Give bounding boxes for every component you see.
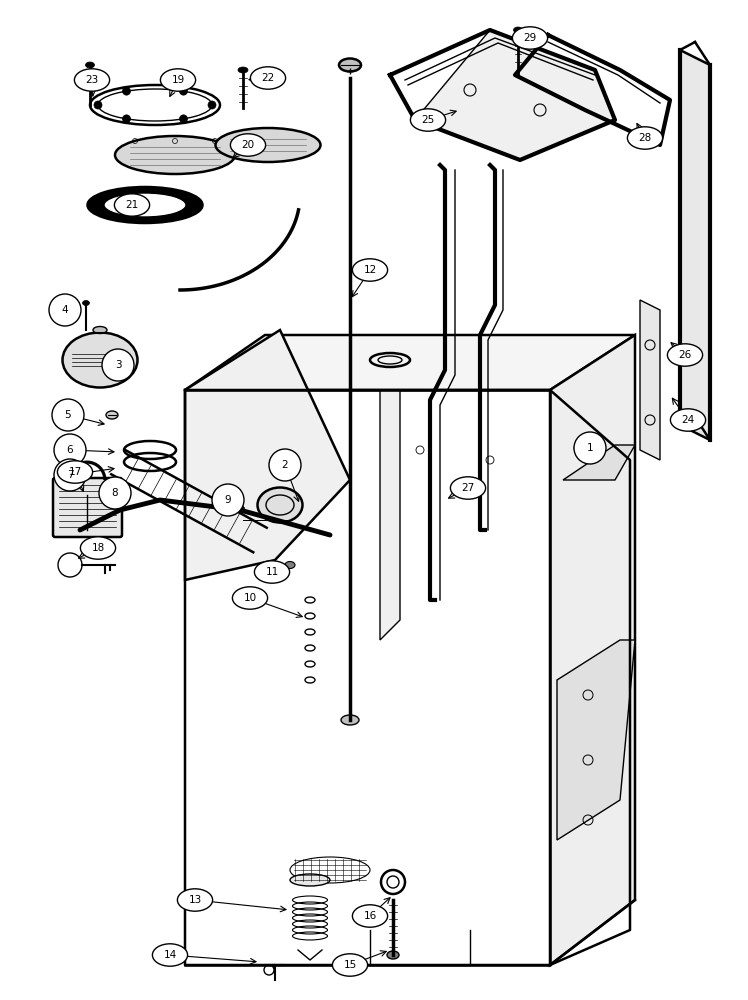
Text: 27: 27 xyxy=(462,483,475,493)
Ellipse shape xyxy=(230,134,266,156)
Polygon shape xyxy=(415,30,615,160)
Ellipse shape xyxy=(93,326,107,334)
Polygon shape xyxy=(380,390,400,640)
Circle shape xyxy=(54,459,86,491)
Ellipse shape xyxy=(251,67,286,89)
Ellipse shape xyxy=(341,715,359,725)
Circle shape xyxy=(269,449,301,481)
Ellipse shape xyxy=(115,136,235,174)
Polygon shape xyxy=(185,335,635,390)
Text: 26: 26 xyxy=(678,350,692,360)
Circle shape xyxy=(52,399,84,431)
Polygon shape xyxy=(640,300,660,460)
Text: 3: 3 xyxy=(114,360,121,370)
Circle shape xyxy=(208,101,216,109)
Ellipse shape xyxy=(513,27,523,33)
Text: 28: 28 xyxy=(638,133,652,143)
Text: 12: 12 xyxy=(364,265,377,275)
Text: 16: 16 xyxy=(364,911,377,921)
Text: 1: 1 xyxy=(586,443,593,453)
Ellipse shape xyxy=(512,27,548,49)
Ellipse shape xyxy=(82,300,90,306)
Circle shape xyxy=(94,101,102,109)
Circle shape xyxy=(54,434,86,466)
Ellipse shape xyxy=(85,62,94,68)
Text: 22: 22 xyxy=(261,73,275,83)
Text: 20: 20 xyxy=(242,140,254,150)
Text: 9: 9 xyxy=(224,495,231,505)
Ellipse shape xyxy=(257,488,302,522)
Polygon shape xyxy=(185,330,350,580)
Ellipse shape xyxy=(238,67,248,73)
Text: 8: 8 xyxy=(111,488,118,498)
Circle shape xyxy=(102,349,134,381)
Ellipse shape xyxy=(254,561,289,583)
Circle shape xyxy=(574,432,606,464)
Ellipse shape xyxy=(153,944,188,966)
Ellipse shape xyxy=(667,344,702,366)
Ellipse shape xyxy=(411,109,446,131)
Ellipse shape xyxy=(114,194,150,216)
Circle shape xyxy=(180,115,188,123)
Ellipse shape xyxy=(628,127,663,149)
Text: 15: 15 xyxy=(343,960,357,970)
Text: 21: 21 xyxy=(126,200,138,210)
Polygon shape xyxy=(563,445,635,480)
Ellipse shape xyxy=(215,128,320,162)
Ellipse shape xyxy=(450,477,485,499)
Text: 25: 25 xyxy=(421,115,435,125)
Ellipse shape xyxy=(285,562,295,568)
Ellipse shape xyxy=(339,58,361,72)
Text: 7: 7 xyxy=(67,470,73,480)
Text: 24: 24 xyxy=(681,415,695,425)
Circle shape xyxy=(123,87,130,95)
Ellipse shape xyxy=(74,69,110,91)
Text: 6: 6 xyxy=(67,445,73,455)
Ellipse shape xyxy=(670,409,705,431)
Ellipse shape xyxy=(104,193,186,217)
Circle shape xyxy=(99,477,131,509)
Text: 10: 10 xyxy=(243,593,257,603)
Ellipse shape xyxy=(177,889,212,911)
Ellipse shape xyxy=(58,461,93,483)
Text: 18: 18 xyxy=(91,543,105,553)
Text: 13: 13 xyxy=(188,895,202,905)
Text: 29: 29 xyxy=(524,33,536,43)
Ellipse shape xyxy=(290,874,330,886)
Text: 4: 4 xyxy=(61,305,68,315)
Circle shape xyxy=(180,87,188,95)
Text: 23: 23 xyxy=(85,75,99,85)
Ellipse shape xyxy=(88,187,203,223)
Ellipse shape xyxy=(80,537,116,559)
Polygon shape xyxy=(550,335,635,965)
Text: 19: 19 xyxy=(171,75,185,85)
Text: 17: 17 xyxy=(68,467,82,477)
Ellipse shape xyxy=(106,411,118,419)
Ellipse shape xyxy=(387,951,399,959)
Polygon shape xyxy=(557,640,635,840)
Circle shape xyxy=(49,294,81,326)
Ellipse shape xyxy=(332,954,367,976)
Circle shape xyxy=(123,115,130,123)
Polygon shape xyxy=(680,50,710,440)
Ellipse shape xyxy=(352,259,387,281)
Text: 11: 11 xyxy=(266,567,278,577)
Ellipse shape xyxy=(233,587,268,609)
Text: 2: 2 xyxy=(282,460,288,470)
Ellipse shape xyxy=(352,905,387,927)
Circle shape xyxy=(212,484,244,516)
FancyBboxPatch shape xyxy=(53,478,122,537)
Ellipse shape xyxy=(160,69,195,91)
Text: 5: 5 xyxy=(64,410,71,420)
Ellipse shape xyxy=(63,332,138,387)
Text: 14: 14 xyxy=(163,950,177,960)
